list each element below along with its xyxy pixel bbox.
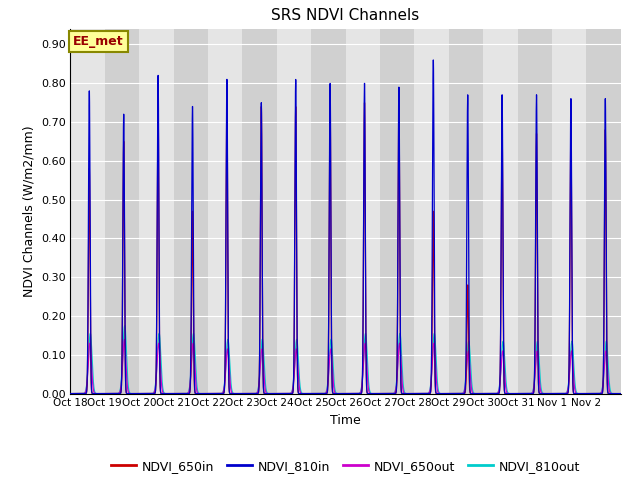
NDVI_810in xyxy=(266,391,273,396)
Bar xyxy=(449,29,483,394)
X-axis label: Time: Time xyxy=(330,414,361,427)
NDVI_650out xyxy=(266,391,274,396)
NDVI_650out xyxy=(392,384,400,390)
NDVI_650in xyxy=(392,389,400,395)
Bar xyxy=(70,29,105,394)
Line: NDVI_810in: NDVI_810in xyxy=(70,60,621,394)
NDVI_650out xyxy=(94,391,102,396)
Line: NDVI_650in: NDVI_650in xyxy=(70,103,621,394)
Bar xyxy=(311,29,346,394)
NDVI_650out xyxy=(617,391,625,396)
NDVI_650in xyxy=(94,391,102,396)
NDVI_810in xyxy=(475,391,483,396)
NDVI_650in xyxy=(67,391,74,396)
NDVI_810out xyxy=(94,391,102,396)
Line: NDVI_650out: NDVI_650out xyxy=(70,339,621,394)
NDVI_650out xyxy=(120,336,128,342)
Bar xyxy=(586,29,621,394)
NDVI_810out xyxy=(475,391,483,396)
Bar xyxy=(483,29,518,394)
Bar xyxy=(173,29,208,394)
NDVI_810out xyxy=(417,391,424,396)
NDVI_650out xyxy=(417,391,424,396)
NDVI_810out xyxy=(392,382,400,388)
NDVI_650in xyxy=(617,391,625,396)
Bar xyxy=(140,29,173,394)
Y-axis label: NDVI Channels (W/m2/mm): NDVI Channels (W/m2/mm) xyxy=(22,125,35,297)
Bar xyxy=(105,29,140,394)
NDVI_650out xyxy=(475,391,483,396)
NDVI_810in xyxy=(94,391,102,396)
Bar xyxy=(552,29,586,394)
NDVI_810out xyxy=(67,391,74,396)
NDVI_650out xyxy=(67,391,74,396)
NDVI_810out xyxy=(504,390,512,396)
Title: SRS NDVI Channels: SRS NDVI Channels xyxy=(271,9,420,24)
NDVI_810in xyxy=(617,391,625,396)
Text: EE_met: EE_met xyxy=(73,35,124,48)
NDVI_810out xyxy=(121,323,129,329)
NDVI_810in xyxy=(416,391,424,396)
Bar xyxy=(243,29,277,394)
NDVI_810out xyxy=(266,391,274,396)
Bar xyxy=(415,29,449,394)
Line: NDVI_810out: NDVI_810out xyxy=(70,326,621,394)
Legend: NDVI_650in, NDVI_810in, NDVI_650out, NDVI_810out: NDVI_650in, NDVI_810in, NDVI_650out, NDV… xyxy=(106,455,586,478)
NDVI_810in xyxy=(504,391,512,396)
NDVI_810out xyxy=(204,391,212,396)
Bar xyxy=(380,29,415,394)
NDVI_810in xyxy=(392,389,400,395)
Bar xyxy=(208,29,243,394)
NDVI_650in xyxy=(475,391,483,396)
NDVI_650in xyxy=(266,391,273,396)
NDVI_810out xyxy=(617,391,625,396)
NDVI_650in xyxy=(416,391,424,396)
Bar xyxy=(518,29,552,394)
Bar xyxy=(276,29,311,394)
NDVI_650out xyxy=(204,391,212,396)
NDVI_650out xyxy=(504,391,512,396)
NDVI_650in xyxy=(223,100,231,106)
NDVI_810in xyxy=(429,57,437,63)
NDVI_810in xyxy=(67,391,74,396)
NDVI_650in xyxy=(504,391,512,396)
Bar xyxy=(346,29,380,394)
